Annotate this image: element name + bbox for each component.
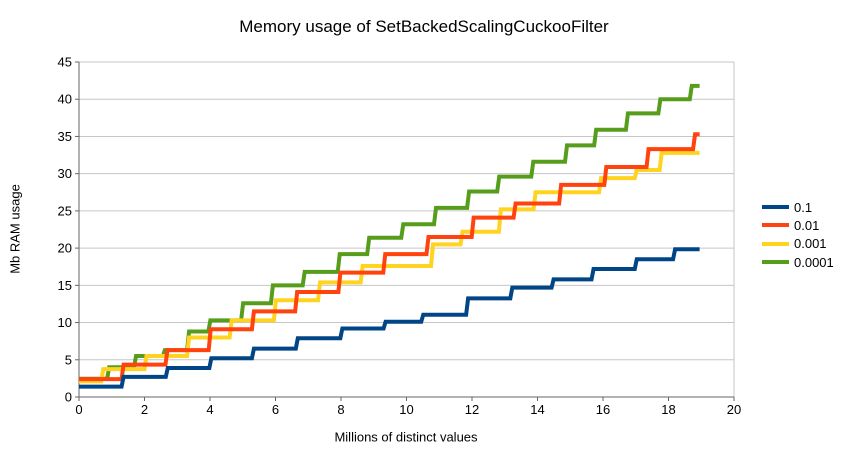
x-tick-label: 2	[141, 402, 148, 417]
chart-title: Memory usage of SetBackedScalingCuckooFi…	[239, 17, 609, 36]
x-tick-label: 4	[206, 402, 213, 417]
legend-swatch	[762, 223, 789, 228]
x-tick-label: 12	[465, 402, 479, 417]
x-tick-label: 0	[75, 402, 82, 417]
y-tick-label: 40	[58, 92, 72, 107]
x-axis-title: Millions of distinct values	[334, 429, 478, 445]
y-tick-label: 5	[65, 352, 72, 367]
legend-swatch	[762, 205, 789, 210]
legend-label: 0.01	[794, 217, 820, 233]
legend-item: 0.001	[762, 235, 834, 253]
legend-item: 0.0001	[762, 253, 834, 271]
series-line-0.1	[79, 247, 700, 389]
y-tick-label: 20	[58, 241, 72, 256]
y-axis-title: Mb RAM usage	[7, 184, 23, 274]
x-tick-label: 6	[272, 402, 279, 417]
series-line-0.0001	[79, 83, 700, 381]
x-tick-label: 10	[399, 402, 413, 417]
y-tick-label: 30	[58, 166, 72, 181]
legend-swatch	[762, 241, 789, 246]
legend-item: 0.01	[762, 216, 834, 234]
x-tick-label: 16	[596, 402, 610, 417]
legend-swatch	[762, 260, 789, 265]
x-tick-label: 8	[337, 402, 344, 417]
series-line-0.01	[79, 132, 700, 382]
y-tick-label: 15	[58, 278, 72, 293]
x-tick-label: 18	[661, 402, 675, 417]
y-tick-label: 45	[58, 55, 72, 70]
legend-label: 0.1	[794, 199, 813, 215]
x-tick-label: 20	[727, 402, 741, 417]
legend-label: 0.0001	[794, 254, 834, 270]
y-tick-label: 10	[58, 315, 72, 330]
legend-label: 0.001	[794, 236, 827, 252]
y-tick-label: 25	[58, 203, 72, 218]
legend: 0.1 0.01 0.001 0.0001	[762, 198, 834, 271]
y-tick-label: 35	[58, 129, 72, 144]
x-tick-label: 14	[530, 402, 544, 417]
legend-item: 0.1	[762, 198, 834, 216]
y-tick-label: 0	[65, 390, 72, 405]
